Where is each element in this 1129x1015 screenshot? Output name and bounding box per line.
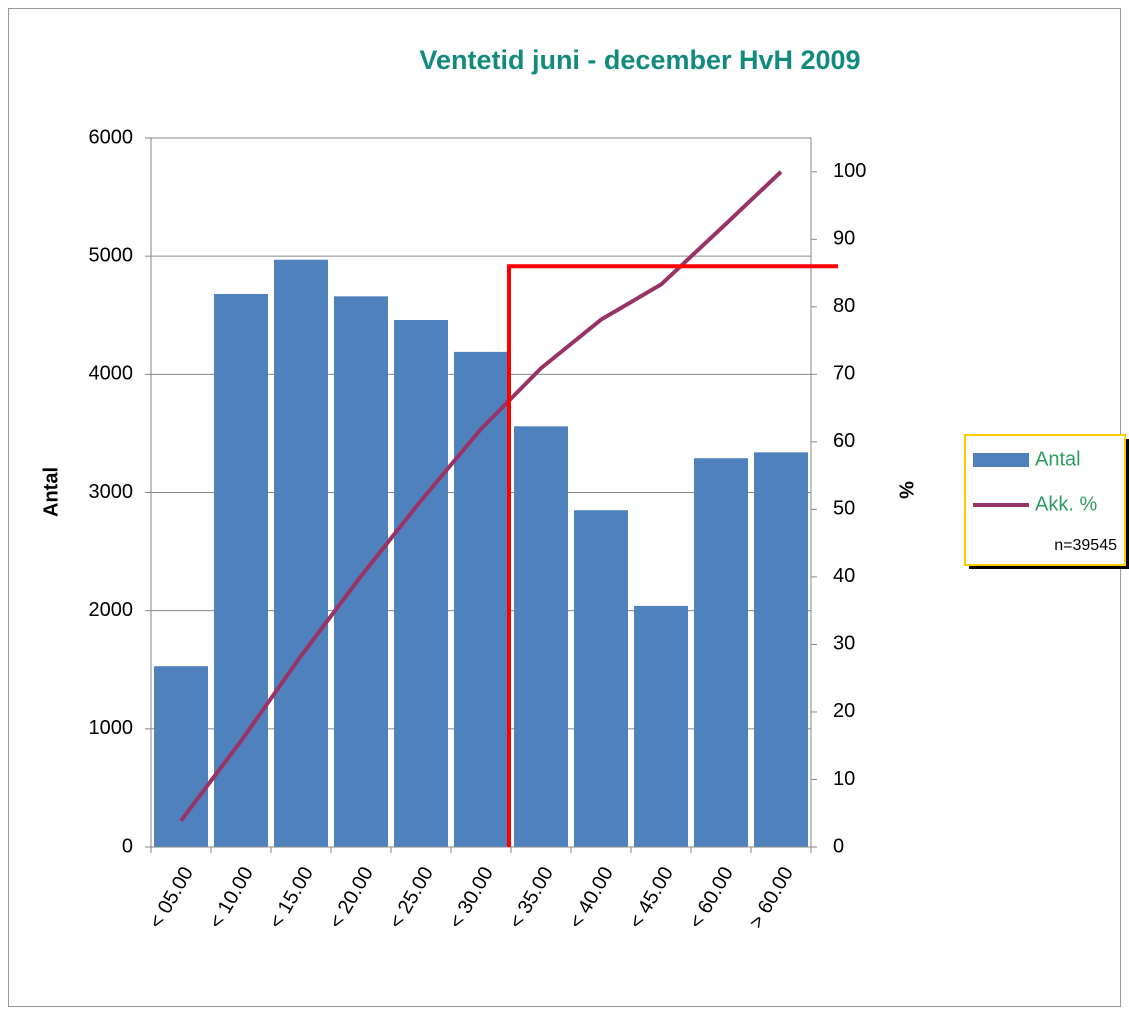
y2-tick-label: 30 [833,633,855,655]
chart-title: Ventetid juni - december HvH 2009 [419,45,860,75]
y-tick-label: 5000 [89,244,134,266]
legend-label: Antal [1035,448,1081,470]
bar [454,351,508,847]
bar [514,426,568,847]
y2-tick-label: 10 [833,768,855,790]
y2-axis-label: % [895,481,917,499]
legend [964,434,1126,566]
bar [154,666,208,847]
y-tick-label: 6000 [89,126,134,148]
bar [694,458,748,847]
y2-tick-label: 60 [833,430,855,452]
y-tick-label: 2000 [89,599,134,621]
y2-tick-label: 50 [833,498,855,520]
y-tick-label: 3000 [89,481,134,503]
legend-label: Akk. % [1035,493,1097,515]
y-tick-label: 4000 [89,363,134,385]
bar [394,319,448,847]
reference-line [507,264,838,847]
y-tick-label: 0 [122,835,133,857]
y2-tick-label: 0 [833,835,844,857]
y2-tick-label: 20 [833,700,855,722]
bar [574,510,628,847]
y2-tick-label: 90 [833,228,855,250]
y-axis-label: Antal [40,467,62,517]
y2-tick-label: 80 [833,295,855,317]
legend-swatch [973,453,1029,467]
bar [214,293,268,848]
y2-tick-label: 40 [833,565,855,587]
bar [634,605,688,847]
y-tick-label: 1000 [89,717,134,739]
y2-tick-label: 100 [833,160,866,182]
y2-tick-label: 70 [833,363,855,385]
bar [754,452,808,847]
bar [274,259,328,847]
bar [334,296,388,847]
annotation: n=39545 [1054,537,1117,554]
